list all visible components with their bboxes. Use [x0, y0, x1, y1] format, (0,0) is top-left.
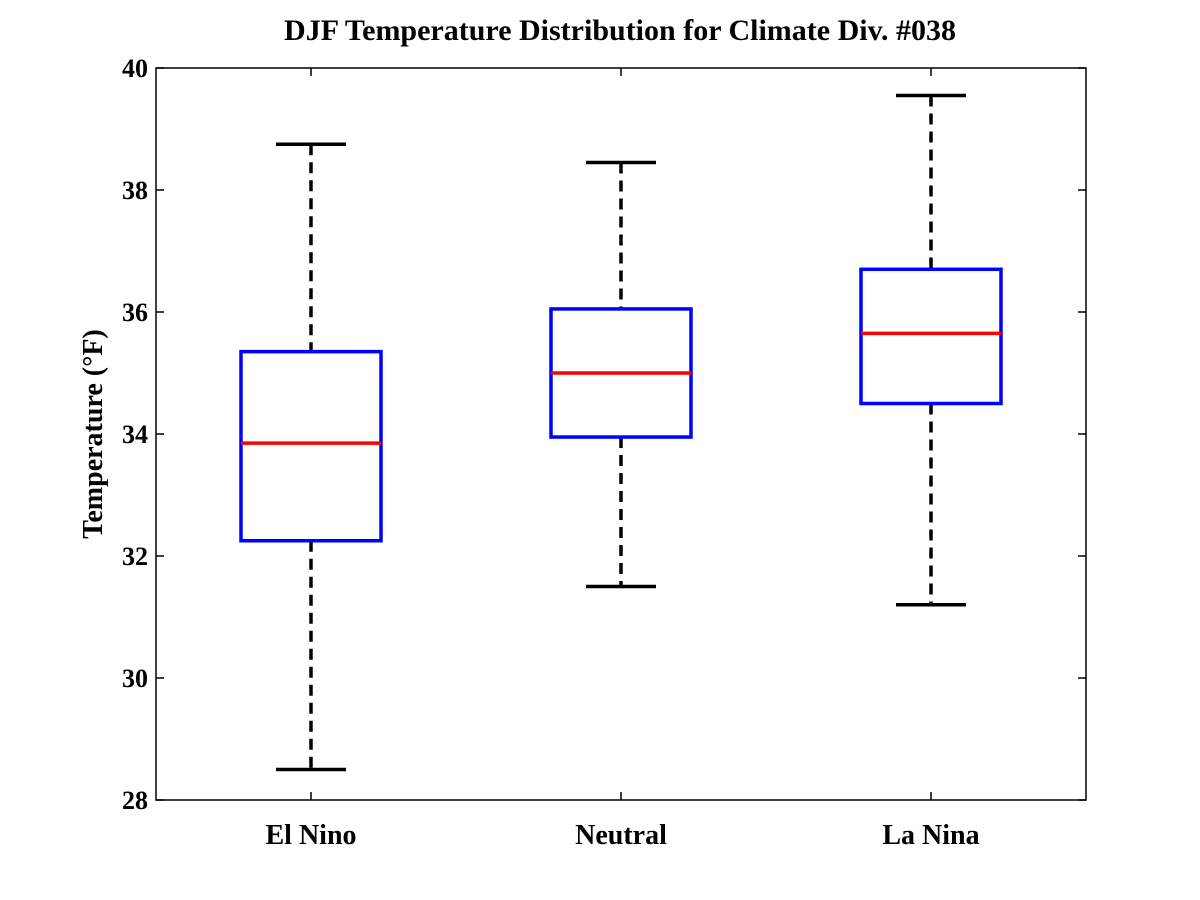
box-la-nina: [859, 93, 1003, 607]
x-tick-label: Neutral: [575, 820, 667, 851]
y-tick-label: 38: [122, 176, 148, 205]
box-neutral: [549, 160, 693, 589]
x-axis: El Nino Neutral La Nina: [265, 68, 980, 851]
y-tick-label: 34: [122, 420, 148, 449]
y-tick-label: 32: [122, 542, 148, 571]
box-series: [239, 93, 1003, 772]
interquartile-box: [239, 349, 383, 543]
y-axis: 28 30 32 34 36 38 40: [122, 54, 1086, 815]
interquartile-box: [859, 267, 1003, 406]
y-tick-label: 30: [122, 664, 148, 693]
chart-title: DJF Temperature Distribution for Climate…: [284, 14, 956, 47]
plot-area-frame: [155, 67, 1087, 801]
y-tick-label: 40: [122, 54, 148, 83]
x-tick-label: El Nino: [265, 820, 356, 851]
x-tick-label: La Nina: [882, 820, 979, 851]
y-axis-label: Temperature (°F): [78, 329, 109, 538]
y-tick-label: 36: [122, 298, 148, 327]
y-tick-label: 28: [122, 786, 148, 815]
box-el-nino: [239, 142, 383, 772]
